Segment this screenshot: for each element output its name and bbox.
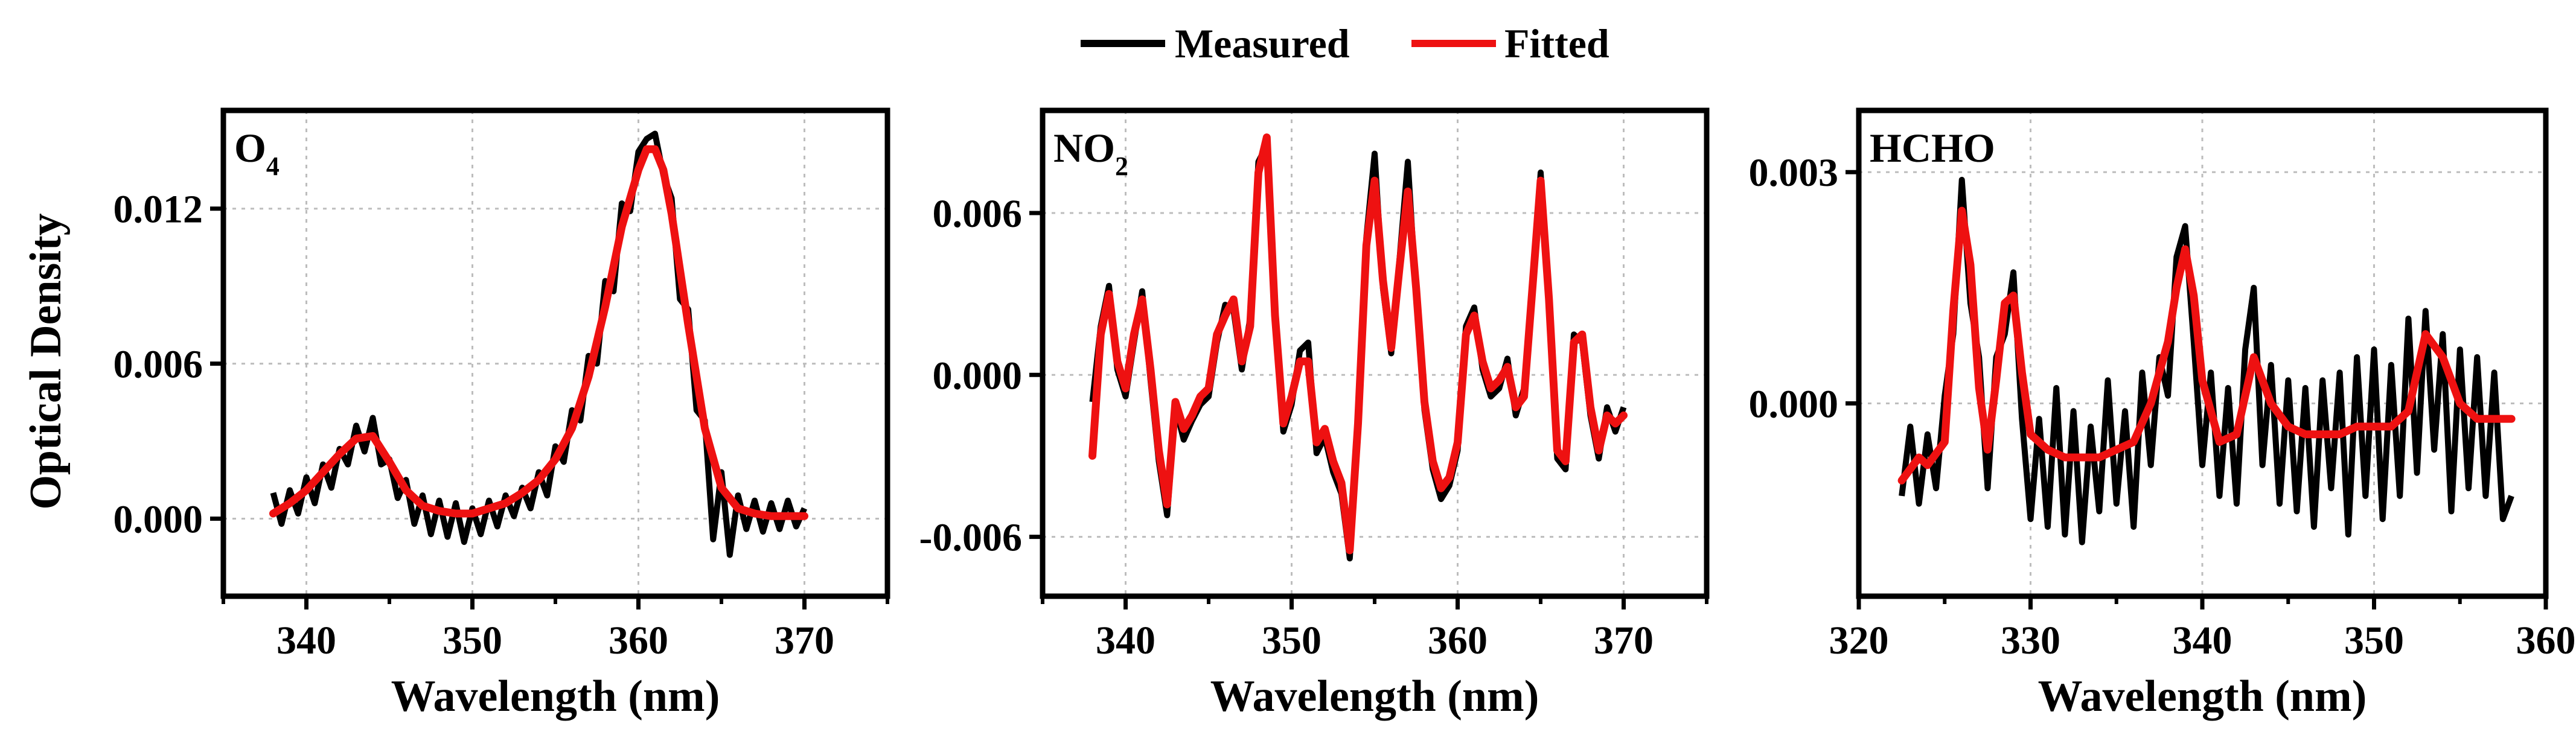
y-tick-label: 0.006 xyxy=(113,343,203,387)
x-tick-label: 350 xyxy=(1262,619,1322,663)
chart-panel-1: 340 350 360 370 0.000 0.006 0.012 Wavelength (n… xyxy=(113,107,890,721)
y-tick-label: 0.000 xyxy=(113,498,203,542)
x-tick-label: 350 xyxy=(443,619,502,663)
x-tick-label: 320 xyxy=(1829,619,1889,663)
x-axis-title: Wavelength (nm) xyxy=(1210,672,1539,721)
series-fitted-line xyxy=(1088,133,1628,555)
panel-species-main: HCHO xyxy=(1870,125,1995,171)
series-fitted-line xyxy=(1897,206,2516,485)
x-axis-title: Wavelength (nm) xyxy=(2038,672,2367,721)
plot-frame xyxy=(220,107,890,599)
x-tick-label: 340 xyxy=(1096,619,1155,663)
x-tick-label: 360 xyxy=(2516,619,2576,663)
x-tick-label: 360 xyxy=(1428,619,1488,663)
chart-panel-2: 340 350 360 370 -0.006 0.000 0.006 Wavelength (… xyxy=(919,107,1710,721)
y-tick-label: 0.000 xyxy=(933,354,1023,398)
y-tick-label: 0.006 xyxy=(933,192,1023,236)
y-tick-label: 0.003 xyxy=(1749,151,1839,195)
series-fitted-line xyxy=(269,145,808,520)
panel-species-main: NO xyxy=(1053,125,1115,171)
y-axis-title: Optical Density xyxy=(21,213,71,509)
legend: Measured Fitted xyxy=(1081,21,1609,66)
x-tick-label: 360 xyxy=(609,619,668,663)
x-tick-label: 370 xyxy=(1594,619,1654,663)
x-tick-label: 370 xyxy=(775,619,834,663)
panel-species-label: NO2 xyxy=(1053,125,1128,181)
panel-species-main: O xyxy=(234,125,266,171)
chart-panel-3: 320 330 340 350 360 0.000 0.003 Wavelength (nm)… xyxy=(1749,107,2576,721)
legend-measured-label: Measured xyxy=(1175,21,1350,66)
x-tick-label: 330 xyxy=(2001,619,2060,663)
y-tick-label: 0.012 xyxy=(113,188,203,232)
panel-species-subscript: 2 xyxy=(1115,151,1128,181)
x-tick-label: 340 xyxy=(2173,619,2232,663)
panel-species-subscript: 4 xyxy=(266,151,280,181)
panel-species-label: HCHO xyxy=(1870,125,1995,171)
y-tick-label: -0.006 xyxy=(919,516,1022,560)
panel-species-label: O4 xyxy=(234,125,280,181)
x-tick-label: 340 xyxy=(276,619,336,663)
panels: 340 350 360 370 0.000 0.006 0.012 Wavelength (n… xyxy=(113,107,2576,721)
y-tick-label: 0.000 xyxy=(1749,383,1839,427)
x-axis-title: Wavelength (nm) xyxy=(391,672,720,721)
legend-fitted-label: Fitted xyxy=(1504,21,1609,66)
series-measured-line xyxy=(270,130,808,558)
x-tick-label: 350 xyxy=(2344,619,2404,663)
